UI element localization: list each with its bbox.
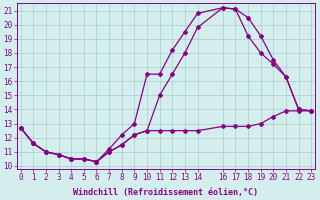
X-axis label: Windchill (Refroidissement éolien,°C): Windchill (Refroidissement éolien,°C) (74, 188, 259, 197)
